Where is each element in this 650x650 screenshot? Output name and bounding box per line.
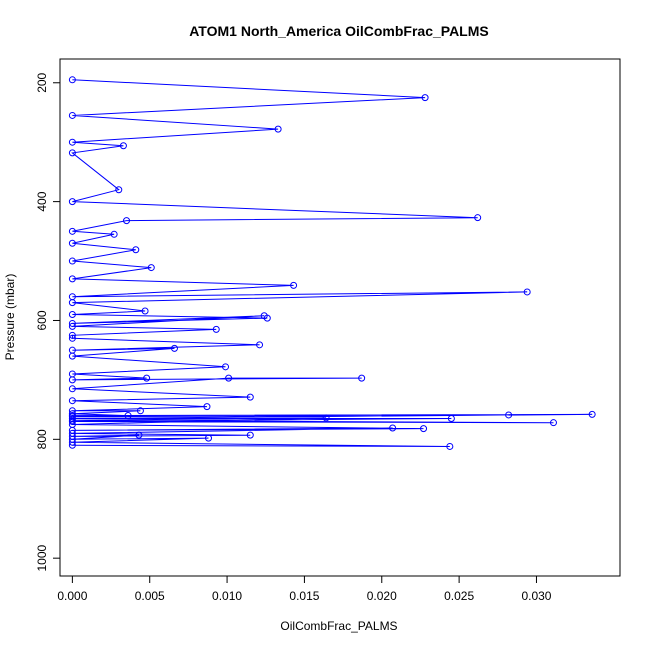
x-tick-label: 0.020 — [367, 589, 397, 603]
data-point — [68, 441, 76, 449]
data-point — [322, 414, 330, 422]
data-point — [68, 334, 76, 342]
y-tick-label: 1000 — [35, 545, 49, 572]
data-point — [246, 393, 254, 401]
data-point — [110, 230, 118, 238]
y-axis-label: Pressure (mbar) — [3, 274, 17, 361]
x-tick-label: 0.000 — [57, 589, 87, 603]
data-point — [123, 217, 131, 225]
data-point — [119, 142, 127, 150]
x-axis-label: OilCombFrac_PALMS — [280, 619, 397, 633]
x-tick-label: 0.030 — [521, 589, 551, 603]
data-point — [205, 434, 213, 442]
data-point — [68, 198, 76, 206]
data-point — [225, 374, 233, 382]
data-point — [68, 322, 76, 330]
x-tick-label: 0.015 — [289, 589, 319, 603]
data-point — [147, 264, 155, 272]
data-point — [523, 288, 531, 296]
data-point — [420, 425, 428, 433]
data-point — [446, 442, 454, 450]
y-tick-label: 400 — [35, 191, 49, 211]
data-point — [68, 311, 76, 319]
data-point — [136, 407, 144, 415]
data-point — [141, 307, 149, 315]
data-point — [68, 376, 76, 384]
x-tick-label: 0.005 — [135, 589, 165, 603]
series-line — [71, 79, 593, 447]
data-point — [588, 410, 596, 418]
data-point — [132, 246, 140, 254]
data-point — [170, 344, 178, 352]
data-point — [474, 214, 482, 222]
x-tick-label: 0.025 — [444, 589, 474, 603]
data-point — [246, 431, 254, 439]
data-point — [505, 411, 513, 419]
data-point — [68, 299, 76, 307]
x-axis: 0.000 0.005 0.010 0.015 0.020 0.025 0.030 — [57, 575, 552, 603]
data-point — [68, 227, 76, 235]
data-point — [115, 186, 123, 194]
plot-frame — [59, 58, 621, 577]
y-tick-label: 600 — [35, 310, 49, 330]
x-tick-label: 0.010 — [212, 589, 242, 603]
data-point — [549, 419, 557, 427]
data-point — [447, 415, 455, 423]
data-point — [135, 431, 143, 439]
data-point — [68, 416, 76, 424]
data-point — [68, 319, 76, 327]
data-point — [421, 94, 429, 102]
series-lines — [71, 79, 593, 447]
y-tick-label: 800 — [35, 429, 49, 449]
y-axis: 200 400 600 800 1000 — [35, 72, 61, 572]
data-point — [68, 149, 76, 157]
data-point — [68, 111, 76, 119]
data-point — [203, 403, 211, 411]
chart-title: ATOM1 North_America OilCombFrac_PALMS — [189, 23, 489, 39]
data-point — [68, 257, 76, 265]
data-point — [68, 76, 76, 84]
data-point — [68, 352, 76, 360]
data-point — [274, 125, 282, 133]
data-point — [389, 424, 397, 432]
data-point — [68, 239, 76, 247]
data-point — [290, 281, 298, 289]
data-point — [260, 312, 268, 320]
series-points — [68, 76, 596, 450]
data-point — [124, 412, 132, 420]
data-point — [68, 138, 76, 146]
data-point — [68, 385, 76, 393]
data-point — [143, 374, 151, 382]
data-point — [68, 275, 76, 283]
data-point — [68, 397, 76, 405]
data-point — [256, 341, 264, 349]
data-point — [212, 325, 220, 333]
data-point — [68, 331, 76, 339]
data-point — [68, 438, 76, 446]
y-tick-label: 200 — [35, 72, 49, 92]
data-point — [358, 374, 366, 382]
data-point — [222, 363, 230, 371]
